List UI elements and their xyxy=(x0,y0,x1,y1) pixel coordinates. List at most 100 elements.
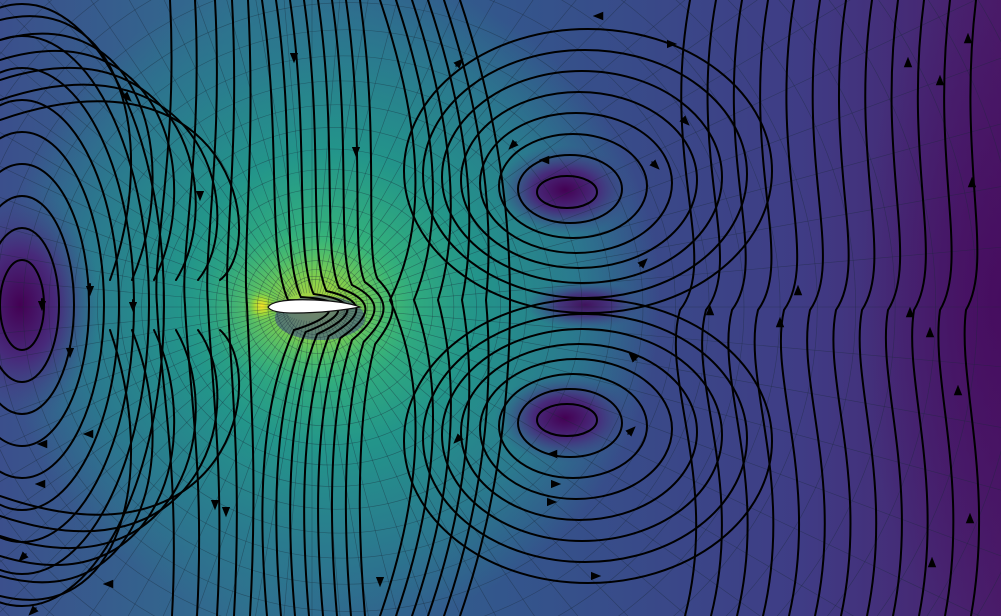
streamline xyxy=(460,343,699,521)
mesh-ray xyxy=(341,186,1001,305)
mesh-ray xyxy=(45,317,293,616)
mesh-ray xyxy=(340,123,1001,304)
mesh-ray xyxy=(283,0,310,294)
streamline xyxy=(0,329,197,550)
streamline xyxy=(0,100,240,281)
streamline xyxy=(479,112,674,254)
streamline xyxy=(226,0,238,616)
streamline xyxy=(0,227,61,383)
streamline xyxy=(422,49,749,299)
streamline xyxy=(403,298,774,584)
mesh-ray xyxy=(127,318,298,616)
mesh-ray xyxy=(195,320,303,616)
streamline xyxy=(498,133,649,239)
mesh-ray xyxy=(316,320,369,616)
streamline xyxy=(753,0,775,616)
streamline-arrow xyxy=(649,159,660,170)
mesh-ray xyxy=(128,0,298,296)
streamline xyxy=(331,0,376,616)
mesh-ray xyxy=(255,0,308,294)
streamline xyxy=(379,0,417,616)
streamline xyxy=(536,403,599,437)
streamline xyxy=(884,0,903,616)
streamline xyxy=(459,0,512,616)
streamline xyxy=(479,358,674,500)
mesh-ring xyxy=(0,0,856,616)
mesh-ring xyxy=(244,236,397,378)
streamline xyxy=(517,388,624,458)
streamline xyxy=(0,329,154,584)
streamline-arrow xyxy=(453,433,464,444)
mesh-ring xyxy=(826,0,936,616)
mesh-ray xyxy=(337,313,854,616)
streamline xyxy=(0,35,151,575)
mesh-ring xyxy=(0,0,745,616)
mesh-ray xyxy=(0,310,284,388)
mesh-ring xyxy=(161,148,501,466)
mesh-ray xyxy=(334,315,688,616)
mesh-ray xyxy=(336,314,761,616)
mesh-ray xyxy=(316,0,369,294)
streamline-arrow xyxy=(508,139,519,150)
streamline xyxy=(206,0,221,616)
mesh-ray xyxy=(314,320,341,616)
mesh-ring xyxy=(0,0,818,616)
streamline xyxy=(0,32,154,281)
streamline xyxy=(0,50,176,281)
streamline xyxy=(427,0,471,616)
streamline-arrow xyxy=(637,258,648,269)
streamline xyxy=(0,15,133,281)
saddle-region xyxy=(525,280,645,330)
mesh-ray xyxy=(328,318,535,616)
streamline xyxy=(0,329,133,601)
mesh-ray xyxy=(326,318,497,616)
mesh-ray xyxy=(324,319,462,616)
streamline xyxy=(411,0,452,616)
mesh-ray xyxy=(0,94,288,300)
mesh-ray xyxy=(319,320,399,616)
streamline xyxy=(460,91,699,269)
streamline xyxy=(832,0,852,616)
mesh-ring xyxy=(22,2,676,612)
streamline xyxy=(0,131,106,479)
streamline xyxy=(403,28,774,314)
streamline xyxy=(0,84,219,281)
airfoil-shape xyxy=(267,299,363,314)
streamline-arrow xyxy=(625,426,636,437)
mesh-ring xyxy=(198,187,455,427)
streamline xyxy=(0,329,240,516)
streamline xyxy=(0,99,121,511)
mesh-ray xyxy=(0,197,284,303)
streamline xyxy=(0,329,219,532)
streamline xyxy=(963,0,981,616)
streamline xyxy=(317,0,367,616)
streamline-arrow xyxy=(18,551,29,562)
mesh-ring xyxy=(0,0,781,616)
mesh-ray xyxy=(324,0,461,295)
streamline xyxy=(937,0,955,616)
streamline xyxy=(727,0,749,616)
upper-vortex-core xyxy=(495,145,635,235)
streamline xyxy=(0,329,176,566)
mesh-ray xyxy=(314,0,341,294)
mesh-ray xyxy=(283,320,310,616)
mesh-ray xyxy=(319,0,398,294)
mesh-ray xyxy=(336,0,758,300)
mesh-ray xyxy=(226,0,305,294)
mesh-ray xyxy=(328,0,534,296)
streamline-arrow xyxy=(628,352,639,363)
mesh-ray xyxy=(0,309,283,361)
mesh-ray xyxy=(337,0,851,301)
streamline xyxy=(806,0,826,616)
mesh-ray xyxy=(163,0,300,295)
streamline xyxy=(244,0,255,616)
streamline-arrow xyxy=(121,91,132,102)
mesh-ray xyxy=(331,317,579,616)
left-vortex-core xyxy=(0,185,100,425)
mesh-ray xyxy=(196,0,303,294)
streamline xyxy=(858,0,878,616)
streamline-arrow xyxy=(679,115,690,126)
streamline xyxy=(536,175,599,209)
